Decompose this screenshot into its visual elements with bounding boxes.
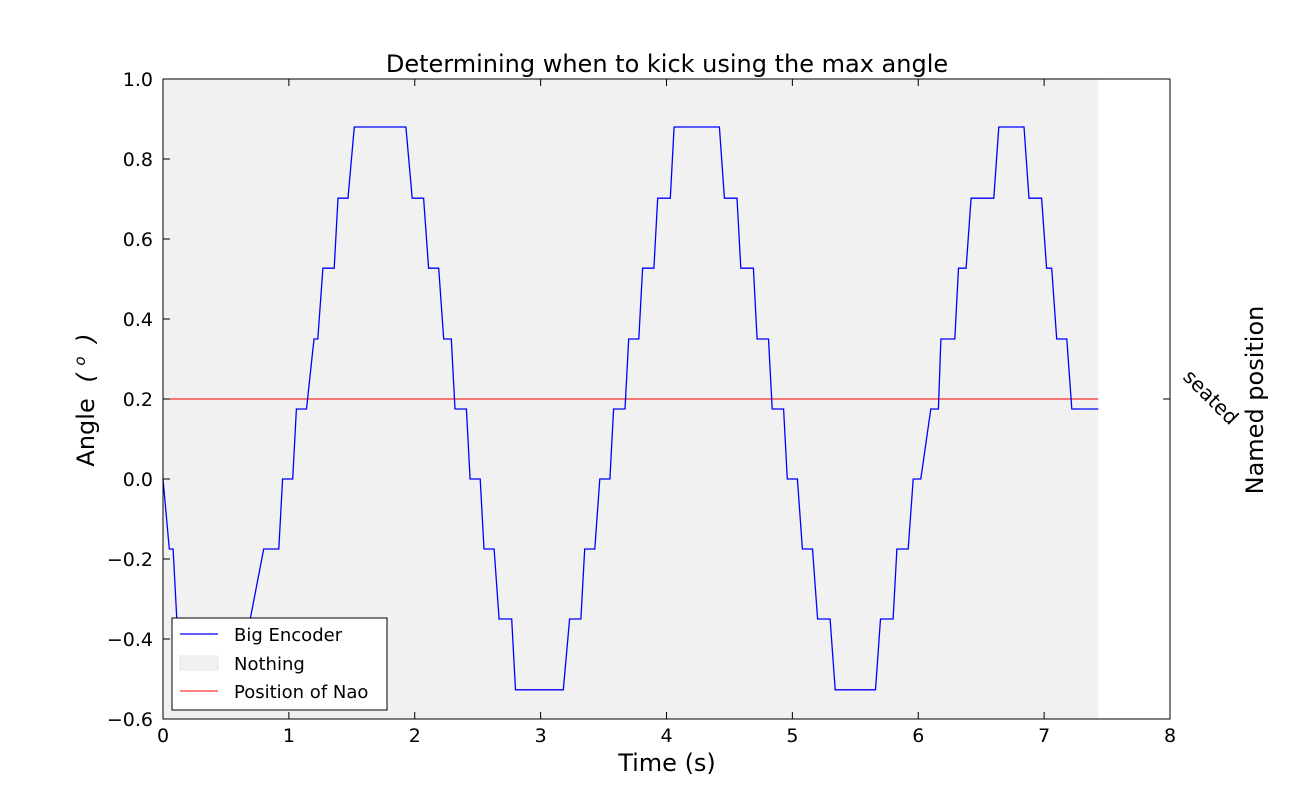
plot-area [162,78,1171,720]
x-tick-label: 1 [283,725,295,747]
y-tick-label: 1.0 [123,69,153,91]
y-axis-title-unit-sup: o [71,356,89,365]
chart-title: Determining when to kick using the max a… [386,50,948,78]
y-tick-label: 0.8 [123,149,153,171]
x-tick-label: 5 [786,725,798,747]
y-axis-title: Angle ( o ) [63,333,100,466]
x-tick-label: 4 [660,725,672,747]
y-tick-label: −0.6 [107,709,153,731]
legend-label-nothing: Nothing [234,654,305,675]
x-tick-label: 8 [1164,725,1176,747]
series-line-big-encoder [162,126,1099,691]
y-tick-label: −0.4 [107,629,153,651]
y-tick-label: 0.2 [123,389,153,411]
legend-label-big-encoder: Big Encoder [234,625,343,646]
x-axis-title: Time (s) [617,749,716,777]
x-tick-label: 3 [535,725,547,747]
y-axis-title-unit-close: ) [72,333,100,344]
y-axis-ticks: −0.6 −0.4 −0.2 0.0 0.2 0.4 0.6 0.8 1.0 [107,69,170,731]
y-tick-label: 0.4 [123,309,153,331]
y-tick-label: 0.0 [123,469,153,491]
x-axis-ticks: 0 1 2 3 4 5 6 7 8 [157,79,1176,747]
y-tick-label: −0.2 [107,549,153,571]
legend-label-position-of-nao: Position of Nao [234,682,368,703]
right-axis-title: Named position [1241,306,1269,495]
legend-swatch-nothing [179,655,219,671]
legend: Big Encoder Nothing Position of Nao [171,617,388,711]
x-tick-label: 6 [912,725,924,747]
y-tick-label: 0.6 [123,229,153,251]
x-tick-label: 7 [1038,725,1050,747]
y-axis-title-unit-open: ( [72,372,100,383]
y-axis-title-text: Angle [72,398,100,466]
x-tick-label: 0 [157,725,169,747]
x-tick-label: 2 [409,725,421,747]
